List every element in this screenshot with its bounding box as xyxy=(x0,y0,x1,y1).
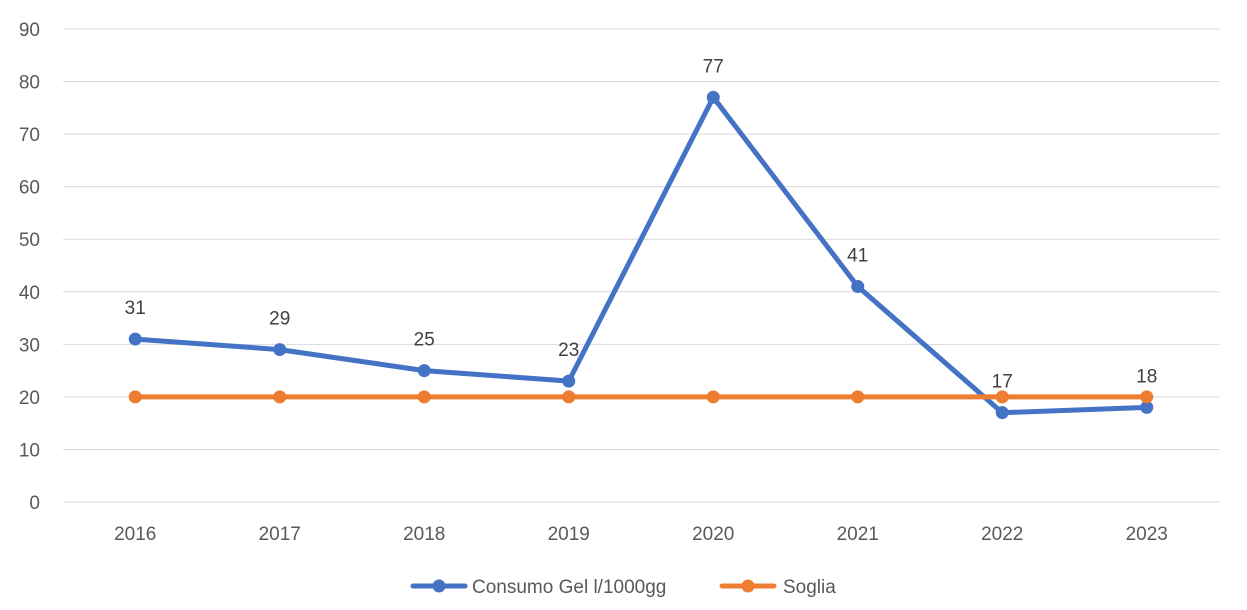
series-1-point-5 xyxy=(851,390,865,404)
x-tick-label: 2018 xyxy=(403,524,445,545)
y-tick-label: 70 xyxy=(19,125,40,146)
gridlines xyxy=(63,28,1219,503)
series-1-point-7 xyxy=(1140,390,1154,404)
legend-swatch-marker-1 xyxy=(741,579,755,593)
data-labels: 31 29 25 23 77 41 17 18 xyxy=(125,56,1158,392)
series-0-point-4 xyxy=(706,90,720,104)
x-tick-label: 2022 xyxy=(981,524,1023,545)
series-0-point-6 xyxy=(995,406,1009,420)
x-tick-label: 2020 xyxy=(692,524,734,545)
y-axis-ticks: 0 10 20 30 40 50 60 70 80 90 xyxy=(19,20,40,514)
data-label: 77 xyxy=(703,56,724,77)
legend-swatch-marker-0 xyxy=(432,579,446,593)
series-1-point-2 xyxy=(417,390,431,404)
data-label: 18 xyxy=(1136,366,1157,387)
y-tick-label: 50 xyxy=(19,230,40,251)
x-axis-ticks: 2016 2017 2018 2019 2020 2021 2022 2023 xyxy=(114,524,1168,545)
x-tick-label: 2021 xyxy=(837,524,879,545)
legend-label: Soglia xyxy=(783,577,836,598)
series-0-point-5 xyxy=(851,280,865,294)
legend: Consumo Gel l/1000gg Soglia xyxy=(410,577,836,598)
series-0-point-7 xyxy=(1140,400,1154,414)
series-1-point-4 xyxy=(706,390,720,404)
series-0-point-2 xyxy=(417,364,431,378)
y-tick-label: 20 xyxy=(19,388,40,409)
series-1-point-0 xyxy=(128,390,142,404)
data-label: 29 xyxy=(269,309,290,330)
x-tick-label: 2019 xyxy=(548,524,590,545)
y-tick-label: 30 xyxy=(19,335,40,356)
data-label: 23 xyxy=(558,340,579,361)
y-tick-label: 10 xyxy=(19,440,40,461)
data-label: 31 xyxy=(125,298,146,319)
x-tick-label: 2016 xyxy=(114,524,156,545)
series-0-point-1 xyxy=(273,343,287,357)
series-1-point-3 xyxy=(562,390,576,404)
y-tick-label: 60 xyxy=(19,178,40,199)
x-tick-label: 2023 xyxy=(1126,524,1168,545)
series-0-point-3 xyxy=(562,374,576,388)
y-tick-label: 90 xyxy=(19,20,40,41)
y-tick-label: 0 xyxy=(29,493,40,514)
y-tick-label: 40 xyxy=(19,283,40,304)
y-tick-label: 80 xyxy=(19,73,40,94)
data-label: 25 xyxy=(414,330,435,351)
data-label: 41 xyxy=(847,246,868,267)
series-1-point-6 xyxy=(995,390,1009,404)
series-1-point-1 xyxy=(273,390,287,404)
data-label: 17 xyxy=(992,372,1013,393)
x-tick-label: 2017 xyxy=(259,524,301,545)
series-layer xyxy=(128,90,1154,420)
series-0-point-0 xyxy=(128,332,142,346)
series-line-0 xyxy=(132,94,1150,416)
legend-label: Consumo Gel l/1000gg xyxy=(472,577,666,598)
